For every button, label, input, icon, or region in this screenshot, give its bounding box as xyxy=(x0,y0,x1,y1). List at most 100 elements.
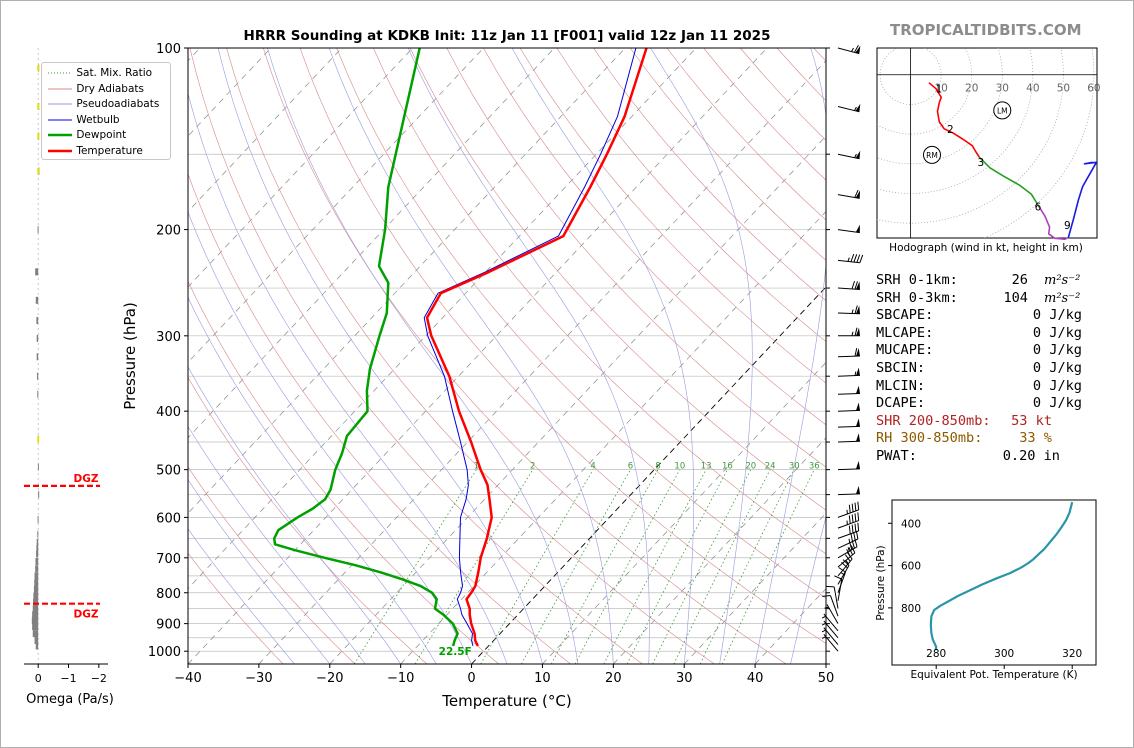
hodograph-height-label: 2 xyxy=(947,124,954,136)
legend-item-pseudoadiabats: Pseudoadiabats xyxy=(47,98,159,112)
omega-bar xyxy=(32,611,39,619)
wind-barb-full xyxy=(848,547,854,556)
wind-barb-half xyxy=(847,547,850,552)
wind-barb-staff xyxy=(837,571,846,593)
wind-barb-full xyxy=(851,540,855,549)
y-tick-label: 800 xyxy=(156,587,181,602)
mixing-ratio-label: 10 xyxy=(674,462,685,472)
wind-barb-flag xyxy=(855,485,860,494)
omega-bar xyxy=(33,585,39,593)
theta-e-x-label: Equivalent Pot. Temperature (K) xyxy=(910,669,1077,681)
wind-barb-full xyxy=(854,348,858,357)
param-label: SBCAPE: xyxy=(876,307,934,324)
isotherm-line xyxy=(471,286,826,664)
wind-barb-full xyxy=(854,523,857,532)
mixing-ratio-label: 2 xyxy=(530,462,535,472)
dgz-label: DGZ xyxy=(74,473,99,485)
y-axis-label: Pressure (hPa) xyxy=(121,302,139,410)
isotherm-line xyxy=(188,48,413,288)
y-tick-label: 500 xyxy=(156,464,181,479)
x-tick-label: −40 xyxy=(174,671,201,686)
wind-barb-staff xyxy=(826,604,839,624)
wind-barb-half xyxy=(851,331,854,336)
wind-barb-staff xyxy=(823,613,839,632)
wind-barb xyxy=(837,545,856,568)
legend-item-dewpoint: Dewpoint xyxy=(47,129,126,143)
isotherm-line xyxy=(188,48,626,514)
omega-tick-label: −2 xyxy=(91,672,107,685)
mixing-ratio-line xyxy=(574,469,681,664)
y-tick-label: 300 xyxy=(156,330,181,345)
wind-barb-flag xyxy=(855,224,860,233)
param-value: 53 kt xyxy=(1011,412,1052,429)
x-tick-label: −20 xyxy=(316,671,343,686)
wind-barb-full xyxy=(857,501,860,510)
wind-barb-full xyxy=(848,504,851,514)
moist-adiabat-line xyxy=(188,366,401,664)
wind-barb xyxy=(821,627,839,645)
wind-barb-full xyxy=(825,585,835,588)
y-tick-label: 400 xyxy=(156,405,181,420)
theta-e-y-label: Pressure (hPa) xyxy=(875,545,887,620)
omega-bar xyxy=(37,226,39,234)
moist-adiabat-line xyxy=(328,48,614,664)
omega-marker xyxy=(37,65,40,72)
brand-logo-text: TROPICALTIDBITS.COM xyxy=(890,21,1082,39)
wind-barb-half xyxy=(854,153,857,158)
mixing-ratio-label: 4 xyxy=(590,462,595,472)
omega-tick-label: −1 xyxy=(60,672,76,685)
omega-bar xyxy=(36,372,39,380)
wind-barb-half xyxy=(821,629,827,633)
param-srh-0-1km: SRH 0-1km: 26 m²s⁻² xyxy=(876,272,1106,290)
wind-barb xyxy=(837,460,861,471)
moist-adiabat-line xyxy=(217,48,543,664)
wind-barb-full xyxy=(846,552,853,560)
wind-barb xyxy=(837,501,860,518)
wind-barb-half xyxy=(845,560,849,564)
wind-barb-full xyxy=(848,525,851,535)
wind-barb-full xyxy=(850,545,856,554)
isotherm-line xyxy=(188,48,697,590)
x-axis-label: Temperature (°C) xyxy=(441,692,571,710)
wind-barb-full xyxy=(857,522,860,531)
legend-label: Dry Adiabats xyxy=(76,82,144,95)
dry-adiabat-line xyxy=(483,48,826,426)
hodograph-label: Hodograph (wind in kt, height in km) xyxy=(889,242,1083,254)
dry-adiabat-line xyxy=(263,48,787,664)
param-value: 0 J/kg xyxy=(1032,307,1082,324)
hodograph-ring-label: 30 xyxy=(996,83,1009,95)
storm-motion-marker xyxy=(923,145,941,164)
omega-bar xyxy=(32,623,39,631)
wind-barb-half xyxy=(846,520,848,525)
param-label: MLCAPE: xyxy=(876,324,934,341)
hodograph-height-label: 6 xyxy=(1035,202,1042,214)
wind-barb xyxy=(837,402,861,412)
dry-adiabat-line xyxy=(593,48,826,302)
moist-adiabat-line xyxy=(407,48,650,664)
moist-adiabat-line xyxy=(511,48,695,664)
omega-bar xyxy=(36,544,39,552)
mixing-ratio-line xyxy=(652,469,752,664)
omega-bar xyxy=(34,572,39,580)
sounding-parameters: SRH 0-1km: 26 m²s⁻² SRH 0-3km: 104 m²s⁻²… xyxy=(876,272,1106,466)
wind-barb xyxy=(837,44,861,55)
param-value: 0 J/kg xyxy=(1032,342,1082,359)
dry-adiabat-line xyxy=(336,48,826,599)
wind-barb-full xyxy=(856,254,861,263)
hodograph-height-label: 9 xyxy=(1064,220,1071,232)
wind-barb-flag xyxy=(855,460,860,469)
wind-barb-staff xyxy=(837,440,861,443)
legend-item-temperature: Temperature xyxy=(47,145,143,159)
hodograph-ring-label: 50 xyxy=(1057,83,1070,95)
storm-motion-marker xyxy=(993,101,1012,120)
wind-barb xyxy=(837,224,860,234)
wind-barb-flag xyxy=(855,45,861,54)
wind-barb-staff xyxy=(837,153,860,160)
wind-barb-full xyxy=(854,305,858,314)
wind-barb xyxy=(837,538,858,559)
moist-adiabat-line xyxy=(754,48,826,664)
mixing-ratio-line xyxy=(603,469,707,664)
dry-adiabat-line xyxy=(188,376,428,664)
dry-adiabat-line xyxy=(446,48,826,468)
wind-barb-full xyxy=(854,538,858,547)
